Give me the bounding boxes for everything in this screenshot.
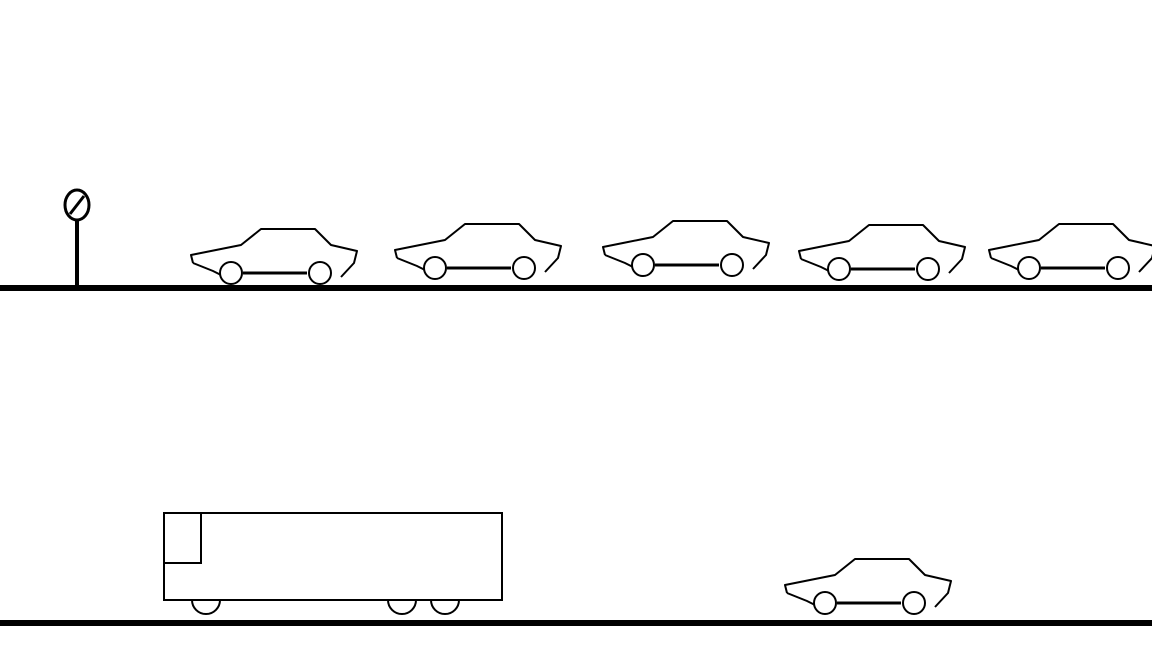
car-icon [393, 222, 563, 281]
bus-icon [163, 512, 503, 615]
car-icon [987, 222, 1152, 281]
car-icon [783, 557, 953, 616]
car-icon [797, 223, 967, 282]
car-icon [189, 227, 359, 286]
no-entry-sign-icon [63, 188, 91, 286]
car-icon [601, 219, 771, 278]
